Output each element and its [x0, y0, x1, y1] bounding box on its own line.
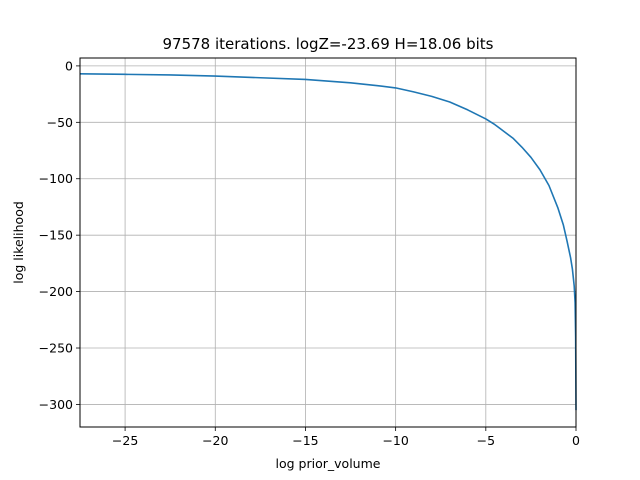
y-tick-label: −50: [47, 115, 73, 130]
plot-area: [80, 58, 576, 427]
y-axis-label: log likelihood: [11, 201, 26, 284]
x-tick-label: −15: [292, 433, 318, 448]
x-tick-label: −25: [112, 433, 138, 448]
chart-title: 97578 iterations. logZ=-23.69 H=18.06 bi…: [163, 35, 494, 53]
series-layer: [79, 73, 577, 411]
y-tick-label: 0: [65, 58, 73, 73]
plot-frame: [79, 57, 577, 428]
y-tick-label: −200: [39, 284, 73, 299]
y-tick-label: −150: [39, 228, 73, 243]
y-tick-label: −300: [39, 397, 73, 412]
tick-layer: −25 −20 −15 −10 −5 00−50−100−150−200−250−300: [39, 58, 580, 448]
x-tick-label: −5: [477, 433, 495, 448]
y-tick-label: −250: [39, 341, 73, 356]
x-tick-label: 0: [572, 433, 580, 448]
x-tick-label: −10: [382, 433, 408, 448]
grid-lines: [80, 58, 577, 427]
x-axis-label: log prior_volume: [276, 456, 381, 471]
series-line: [79, 73, 577, 411]
x-tick-label: −20: [202, 433, 228, 448]
y-tick-label: −100: [39, 171, 73, 186]
